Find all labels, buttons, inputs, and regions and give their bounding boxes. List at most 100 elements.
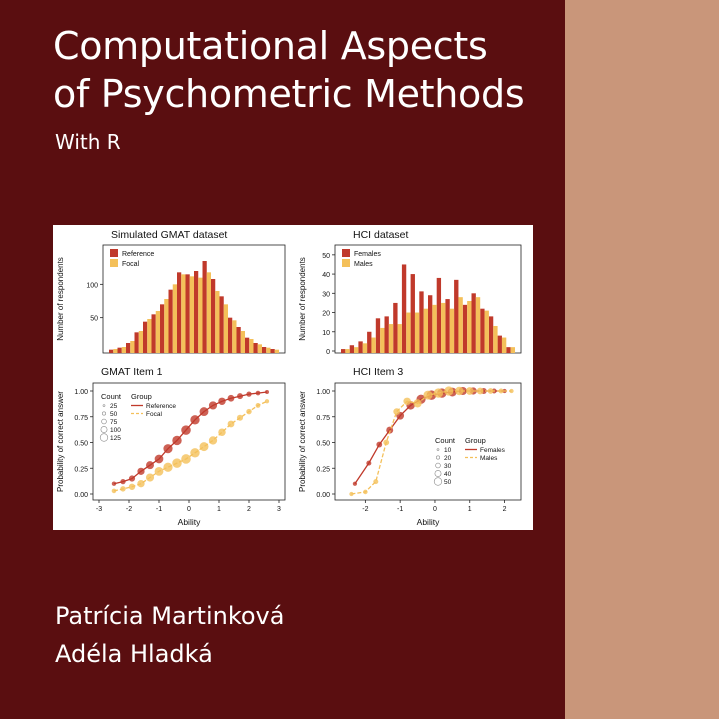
bar-males [449,308,455,353]
bar-focal [181,274,186,353]
bar-males [388,324,394,353]
y-tick-label: 0.50 [74,441,88,448]
bar-females [410,274,415,353]
cover-figure-svg: Simulated GMAT dataset Number of responde… [56,229,522,527]
plot-frame [334,382,522,501]
bar-reference [134,332,139,353]
y-tick-label: 1.00 [316,389,330,396]
bar-females [419,291,424,353]
bar-males [345,349,350,353]
y-tick-label: 0 [326,349,330,356]
book-title-line2: of Psychometric Methods [53,72,525,116]
y-tick-label: 0.75 [316,415,330,422]
bar-females [488,316,494,353]
y-tick-label: 1.00 [74,389,88,396]
bar-reference [185,274,190,353]
x-tick-label: 1 [468,506,472,513]
legend-label: Females [354,251,381,258]
y-tick-label: 20 [322,311,330,318]
chart-panel-1: Simulated GMAT dataset Number of responde… [56,229,286,354]
y-axis-label: Probability of correct answer [56,391,65,492]
legend-count-symbol [435,455,440,460]
bar-females [384,316,389,353]
x-tick-label: 0 [187,506,191,513]
cover-figure: Simulated GMAT dataset Number of responde… [53,225,533,530]
legend-count-label: 30 [444,463,452,470]
bar-males [458,297,463,353]
legend-count-symbol [101,418,107,425]
x-tick-label: -1 [156,506,162,513]
bar-females [358,341,363,353]
bar-males [423,308,428,353]
y-axis-label: Number of respondents [56,257,65,341]
y-tick-label: 50 [90,316,98,323]
bar-males [362,343,368,353]
bar-reference [236,327,241,353]
bar-reference [168,289,173,353]
y-tick-label: 40 [322,272,330,279]
legend-label: Focal [122,261,140,268]
bar-males [441,302,446,353]
bar-males [406,312,411,353]
bar-females [471,293,476,353]
authors: Patrícia Martinková Adéla Hladká [55,597,284,673]
bar-males [467,301,472,353]
bar-focal [240,331,245,353]
legend-group-title: Group [131,392,152,401]
bar-focal [206,272,211,353]
legend-count-label: 40 [444,471,452,478]
bar-females [367,331,372,353]
bar-females [445,299,450,353]
bar-females [506,347,511,353]
bar-reference [160,304,165,353]
bar-focal [249,339,254,353]
legend-swatch [342,259,350,267]
bar-males [484,310,489,353]
y-tick-label: 0.50 [316,441,330,448]
author-2: Adéla Hladká [55,640,213,668]
chart-panel-2: HCI dataset Number of respondents 0 10 20 30 4… [298,229,522,356]
legend-count-label: 50 [110,411,118,418]
bar-males [510,347,515,353]
bar-females [393,302,398,353]
bar-reference [126,343,131,353]
y-axis-label: Probability of correct answer [298,391,307,492]
x-tick-label: -2 [126,506,132,513]
book-title-line1: Computational Aspects [53,24,488,68]
x-tick-label: -3 [96,506,102,513]
book-spine [565,0,719,719]
bar-females [462,304,468,353]
point-males [509,388,514,394]
x-tick-label: -1 [397,506,403,513]
point-focal [111,488,117,494]
y-tick-label: 100 [86,282,98,289]
bar-females [436,277,442,353]
bar-reference [177,272,182,353]
bar-focal [266,347,271,353]
book-subtitle: With R [55,130,121,154]
point-males [444,386,454,396]
y-tick-label: 0.00 [316,492,330,499]
bar-males [493,326,498,353]
legend-group-label: Focal [146,411,162,418]
legend-count-label: 100 [110,427,121,434]
author-1: Patrícia Martinková [55,602,285,630]
chart-title: HCI dataset [353,229,409,241]
bar-focal [121,347,126,353]
bar-males [371,337,376,353]
bar-males [475,297,481,353]
legend-count-symbol [101,411,106,416]
bar-focal [138,331,143,353]
y-tick-label: 10 [322,330,330,337]
bar-focal [189,276,194,353]
bar-females [349,345,355,353]
x-axis-label: Ability [417,517,440,527]
y-tick-label: 0.25 [316,466,330,473]
legend-swatch [342,249,350,257]
legend-group-label: Males [480,455,498,462]
chart-title: Simulated GMAT dataset [111,229,227,241]
bar-females [428,295,433,353]
bar-males [501,337,507,353]
bar-reference [253,343,258,353]
bar-males [380,327,385,353]
